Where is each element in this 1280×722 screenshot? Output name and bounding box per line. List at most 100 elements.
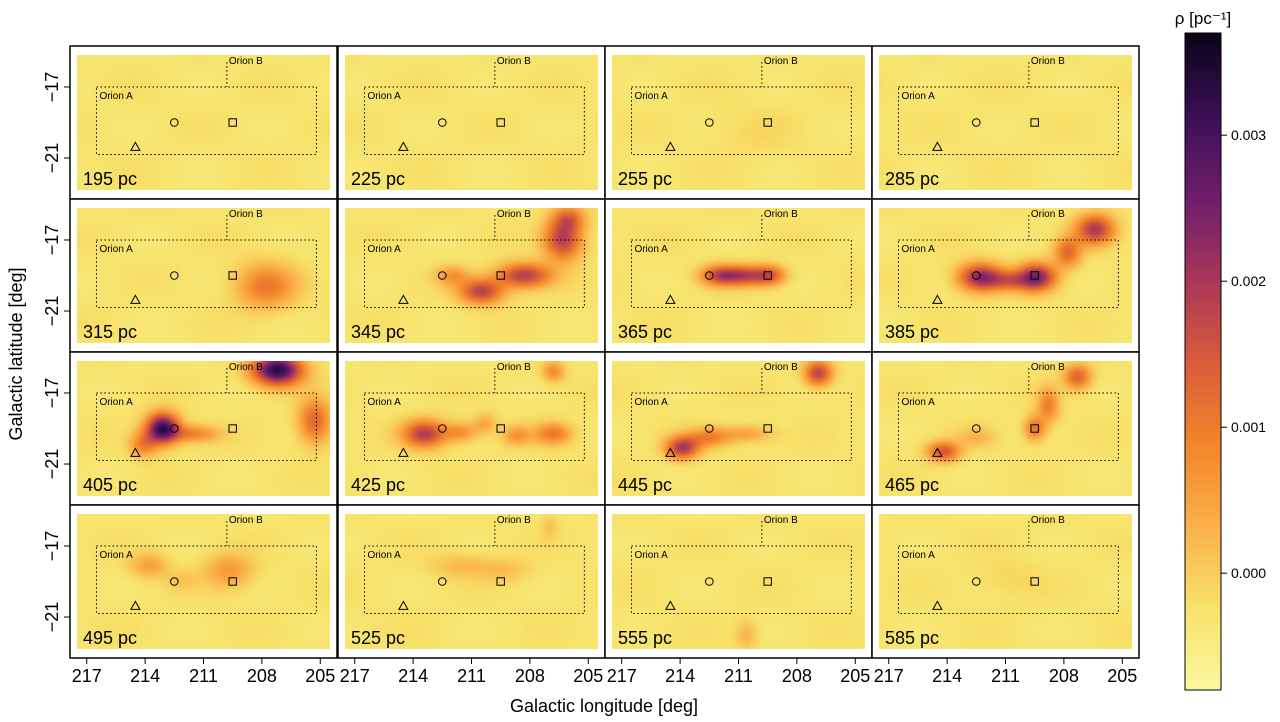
panel: Orion A Orion B 195 pc — [69, 45, 338, 200]
orion-a-region — [630, 545, 852, 614]
orion-a-region — [363, 392, 585, 461]
x-tick-label: 217 — [72, 666, 102, 686]
colorbar-tick-label: 0.003 — [1231, 127, 1266, 143]
triangle-marker — [665, 141, 676, 151]
density-map — [612, 55, 865, 190]
circle-marker — [438, 271, 447, 280]
panel-distance-label: 465 pc — [885, 475, 939, 495]
density-map — [612, 514, 865, 649]
orion-b-label: Orion B — [764, 362, 798, 373]
orion-a-label: Orion A — [99, 244, 133, 255]
panel-distance-label: 495 pc — [83, 628, 137, 648]
x-tick-label: 208 — [782, 666, 812, 686]
panel-distance-label: 585 pc — [885, 628, 939, 648]
orion-a-label: Orion A — [634, 244, 668, 255]
square-marker — [763, 118, 772, 127]
orion-b-label: Orion B — [1031, 209, 1065, 220]
x-tick-label: 211 — [991, 666, 1020, 686]
orion-a-region — [363, 239, 585, 308]
orion-a-region — [630, 86, 852, 155]
triangle-marker — [398, 141, 409, 151]
orion-a-region — [363, 545, 585, 614]
orion-b-label: Orion B — [229, 209, 263, 220]
square-marker — [228, 424, 237, 433]
triangle-marker — [932, 447, 943, 457]
orion-a-label: Orion A — [99, 397, 133, 408]
circle-marker — [170, 577, 179, 586]
circle-marker — [705, 271, 714, 280]
orion-b-label: Orion B — [229, 362, 263, 373]
density-map — [77, 208, 330, 343]
square-marker — [496, 577, 505, 586]
panel-distance-label: 195 pc — [83, 169, 137, 189]
x-tick-label: 205 — [573, 666, 603, 686]
y-tick-label: −17 — [42, 378, 62, 409]
panel-distance-label: 255 pc — [618, 169, 672, 189]
panel-distance-label: 315 pc — [83, 322, 137, 342]
orion-a-label: Orion A — [367, 91, 401, 102]
circle-marker — [438, 424, 447, 433]
x-tick-label: 214 — [665, 666, 695, 686]
circle-marker — [972, 271, 981, 280]
orion-a-region — [630, 239, 852, 308]
triangle-marker — [398, 447, 409, 457]
y-axis-label: Galactic latitude [deg] — [6, 267, 26, 440]
x-tick-label: 211 — [724, 666, 753, 686]
square-marker — [1030, 577, 1039, 586]
panel-distance-label: 385 pc — [885, 322, 939, 342]
colorbar-tick-label: 0.002 — [1231, 273, 1266, 289]
square-marker — [763, 424, 772, 433]
orion-a-region — [897, 545, 1119, 614]
circle-marker — [705, 577, 714, 586]
circle-marker — [705, 424, 714, 433]
x-tick-label: 217 — [874, 666, 904, 686]
y-tick-label: −17 — [42, 225, 62, 256]
triangle-marker — [932, 141, 943, 151]
orion-a-label: Orion A — [99, 91, 133, 102]
density-map — [77, 361, 330, 496]
orion-a-label: Orion A — [901, 91, 935, 102]
circle-marker — [170, 271, 179, 280]
orion-b-label: Orion B — [497, 515, 531, 526]
triangle-marker — [665, 600, 676, 610]
colorbar: ρ [pc⁻¹] 0.000 0.001 0.002 0.003 — [1175, 9, 1266, 691]
orion-b-label: Orion B — [1031, 362, 1065, 373]
triangle-marker — [398, 294, 409, 304]
x-tick-label: 205 — [305, 666, 335, 686]
square-marker — [1030, 424, 1039, 433]
x-tick-label: 208 — [247, 666, 277, 686]
circle-marker — [705, 118, 714, 127]
panel: Orion A Orion B 525 pc — [337, 504, 606, 659]
y-tick-label: −21 — [42, 602, 62, 633]
colorbar-gradient — [1184, 32, 1222, 691]
triangle-marker — [130, 294, 141, 304]
density-map — [879, 514, 1132, 649]
panel: Orion A Orion B 465 pc — [871, 351, 1140, 506]
y-tick-label: −21 — [42, 449, 62, 480]
orion-a-label: Orion A — [901, 244, 935, 255]
panel: Orion A Orion B 315 pc — [69, 198, 338, 353]
square-marker — [496, 424, 505, 433]
orion-a-label: Orion A — [634, 397, 668, 408]
density-map — [612, 361, 865, 496]
triangle-marker — [932, 600, 943, 610]
orion-a-region — [95, 86, 317, 155]
density-map — [879, 208, 1132, 343]
x-tick-label: 211 — [189, 666, 218, 686]
density-map — [345, 208, 598, 343]
orion-b-label: Orion B — [764, 56, 798, 67]
y-tick-label: −21 — [42, 143, 62, 174]
panel: Orion A Orion B 225 pc — [337, 45, 606, 200]
circle-marker — [972, 577, 981, 586]
square-marker — [496, 271, 505, 280]
circle-marker — [972, 424, 981, 433]
orion-a-label: Orion A — [634, 550, 668, 561]
square-marker — [496, 118, 505, 127]
circle-marker — [972, 118, 981, 127]
density-map — [345, 55, 598, 190]
panel: Orion A Orion B 445 pc — [604, 351, 873, 506]
orion-a-label: Orion A — [367, 550, 401, 561]
x-tick-label: 205 — [840, 666, 870, 686]
panel: Orion A Orion B 365 pc — [604, 198, 873, 353]
square-marker — [228, 118, 237, 127]
